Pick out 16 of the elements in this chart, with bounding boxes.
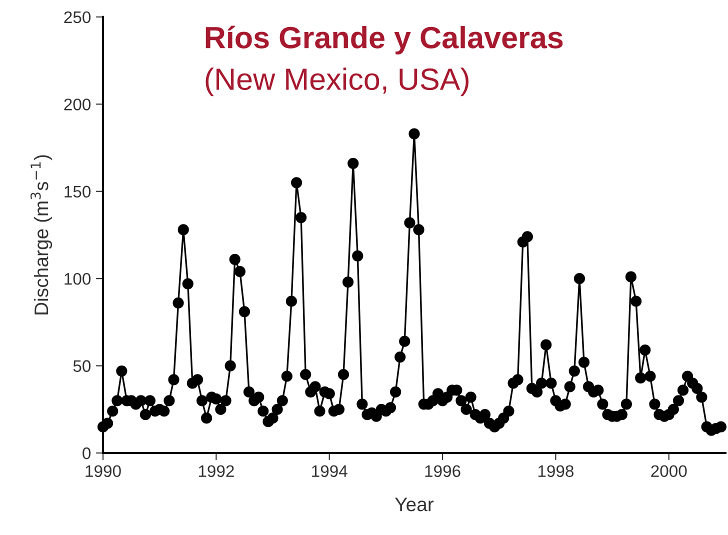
x-tick-label: 1990 xyxy=(86,465,121,478)
y-tick-label: 0 xyxy=(82,447,91,460)
x-tick-label: 2000 xyxy=(651,465,687,478)
x-tick-label: 1992 xyxy=(198,465,234,478)
y-tick-label: 200 xyxy=(64,98,91,110)
x-axis-title: Year xyxy=(395,498,434,512)
x-tick-label: 1994 xyxy=(312,465,348,478)
y-axis-title: Discharge (m$^{3}$s$^{−1}$) xyxy=(30,155,52,314)
y-tick-label: 150 xyxy=(64,186,91,198)
y-tick-label: 250 xyxy=(64,11,91,24)
x-tick-label: 1996 xyxy=(425,465,460,478)
x-tick-label: 1998 xyxy=(538,465,574,478)
chart-title: Ríos Grande y Calaveras xyxy=(206,26,563,54)
y-tick-label: 50 xyxy=(73,360,91,372)
text: (New Mexico, USA) xyxy=(206,68,468,96)
y-tick-label: 100 xyxy=(64,272,91,285)
